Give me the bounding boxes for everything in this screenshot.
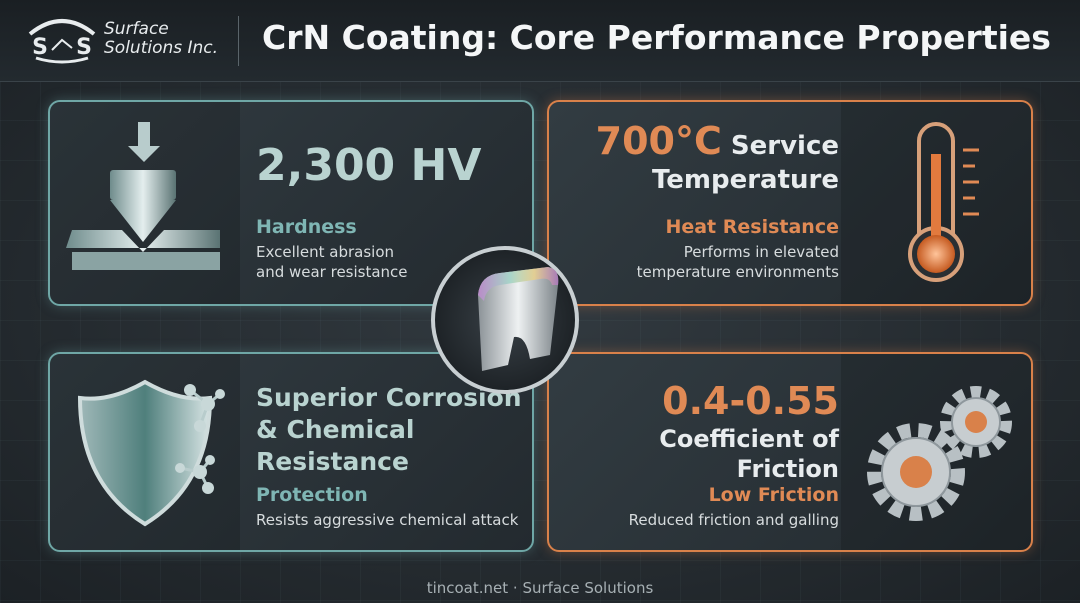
card-description: Reduced friction and galling: [628, 511, 839, 529]
card-label: Heat Resistance: [665, 216, 839, 238]
company-line: Solutions Inc.: [104, 38, 219, 58]
card-headline: Superior Corrosion & Chemical Resistance: [256, 383, 522, 476]
headline-value: 700°C: [595, 119, 722, 163]
card-headline: 700°C Service Temperature: [539, 122, 839, 197]
card-label: Hardness: [256, 216, 357, 238]
gears-icon: [867, 386, 1012, 521]
hardness-icon: [66, 122, 220, 270]
card-label: Low Friction: [708, 484, 839, 506]
icon-panel: [841, 354, 1031, 550]
card-headline: 0.4-0.55 Coefficient of Friction: [599, 378, 839, 484]
card: 700°C Service Temperature Heat Resistanc…: [547, 100, 1033, 306]
card-description: Excellent abrasion and wear resistance: [256, 243, 408, 281]
card: 2,300 HV Hardness Excellent abrasion and…: [48, 100, 534, 306]
title: CrN Coating: Core Performance Properties: [262, 18, 1051, 57]
divider: [238, 16, 239, 66]
card-description: Performs in elevated temperature environ…: [636, 243, 839, 281]
company-line: Surface: [104, 19, 169, 39]
logo-initial: S: [32, 35, 48, 60]
headline-text: Service Temperature: [651, 131, 839, 195]
company-name: Surface Solutions Inc.: [104, 20, 218, 58]
center-emblem: [431, 246, 579, 394]
header: S S Surface Solutions Inc. CrN Coating: C…: [0, 0, 1080, 82]
logo: S S: [28, 19, 96, 64]
shield-icon: [77, 379, 225, 527]
card-label: Protection: [256, 484, 368, 506]
logo-initial: S: [76, 35, 92, 60]
thermometer-icon: [908, 122, 979, 282]
card-description: Resists aggressive chemical attack: [256, 511, 519, 529]
icon-panel: [841, 102, 1031, 304]
icon-panel: [50, 354, 240, 550]
card: 0.4-0.55 Coefficient of Friction Low Fric…: [547, 352, 1033, 552]
card: Superior Corrosion & Chemical Resistance…: [48, 352, 534, 552]
card-headline: 2,300 HV: [256, 140, 482, 191]
headline-value: 0.4-0.55: [662, 379, 839, 423]
footer: tincoat.net · Surface Solutions: [426, 579, 654, 597]
headline-text: Coefficient of Friction: [659, 425, 839, 483]
icon-panel: [50, 102, 240, 304]
